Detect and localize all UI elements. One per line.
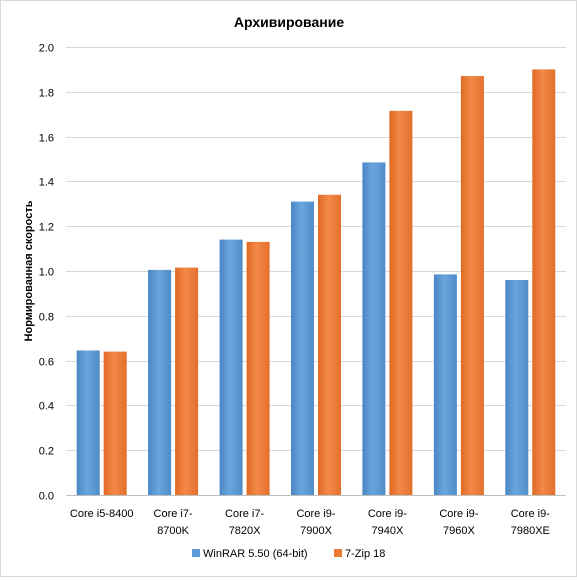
bar-winrar (76, 350, 100, 495)
x-tick-label-line: 7940X (371, 525, 403, 537)
y-tick-label: 1.4 (39, 177, 54, 189)
x-tick-label: Core i9- 7900X (296, 508, 335, 537)
x-tick-label-line: Core i9- (368, 508, 407, 520)
legend-swatch-winrar (192, 549, 200, 557)
bar-winrar (148, 269, 172, 495)
bar-7zip (175, 267, 199, 495)
x-tick-label-line: 7980XE (511, 525, 550, 537)
x-tick-label-line: Core i9- (511, 508, 550, 520)
x-tick-label-line: 7820X (229, 525, 261, 537)
y-tick-label: 2.0 (39, 43, 54, 55)
bar-winrar (362, 162, 386, 495)
y-tick-label: 0.8 (39, 312, 54, 324)
x-tick-label-line: Core i7- (225, 508, 264, 520)
bar-7zip (532, 69, 556, 496)
chart-title: Архивирование (234, 14, 344, 30)
bar-7zip (103, 351, 127, 495)
x-tick-label-line: 7960X (443, 525, 475, 537)
y-tick-label: 1.6 (39, 133, 54, 145)
x-tick-label: Core i7- 8700K (154, 508, 193, 537)
legend-swatch-7zip (334, 549, 342, 557)
bar-winrar (433, 274, 457, 495)
x-tick-label-line: Core i5-8400 (70, 508, 134, 520)
y-tick-label: 0.0 (39, 491, 54, 503)
bars (76, 69, 556, 496)
legend: WinRAR 5.50 (64-bit) 7-Zip 18 (192, 548, 385, 560)
bar-7zip (389, 110, 413, 496)
y-tick-label: 0.6 (39, 357, 54, 369)
x-tick-label-line: Core i7- (154, 508, 193, 520)
y-tick-label: 0.2 (39, 446, 54, 458)
y-tick-label: 1.0 (39, 267, 54, 279)
x-tick-label: Core i9- 7940X (368, 508, 407, 537)
x-tick-label: Core i5-8400 (70, 508, 134, 520)
bar-winrar (291, 201, 314, 495)
x-tick-label-line: Core i9- (296, 508, 335, 520)
gridlines (66, 47, 566, 496)
x-tick-label-line: 7900X (300, 525, 332, 537)
bar-7zip (246, 241, 270, 495)
legend-label-7zip: 7-Zip 18 (345, 548, 385, 560)
y-tick-label: 1.2 (39, 222, 54, 234)
bar-7zip (318, 194, 341, 496)
bar-7zip (460, 76, 484, 495)
y-tick-label: 1.8 (39, 88, 54, 100)
x-tick-label: Core i9- 7960X (439, 508, 478, 537)
bar-winrar (219, 239, 243, 495)
y-axis-ticks: 0.0 0.2 0.4 0.6 0.8 1.0 1.2 1.4 1.6 1.8 2.0 (39, 43, 54, 503)
x-tick-label: Core i9- 7980XE (511, 508, 550, 537)
legend-label-winrar: WinRAR 5.50 (64-bit) (203, 548, 308, 560)
x-tick-label-line: Core i9- (439, 508, 478, 520)
y-axis-label: Нормированная скорость (23, 200, 35, 341)
bar-winrar (505, 280, 529, 495)
x-tick-label: Core i7- 7820X (225, 508, 264, 537)
y-tick-label: 0.4 (39, 401, 54, 413)
x-tick-label-line: 8700K (157, 525, 189, 537)
